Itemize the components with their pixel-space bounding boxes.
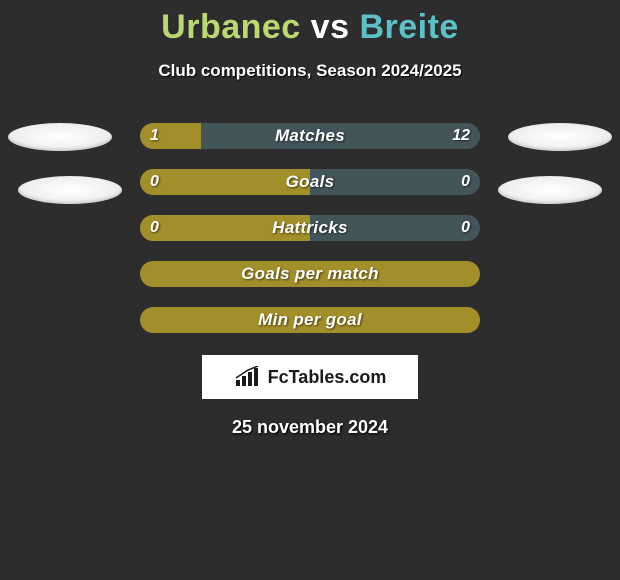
stat-left-value: 0 bbox=[150, 215, 159, 241]
title-player2: Breite bbox=[359, 8, 458, 46]
brand-text: FcTables.com bbox=[268, 367, 387, 388]
stat-right-value: 0 bbox=[461, 215, 470, 241]
stat-row: Matches1 12 bbox=[140, 123, 480, 149]
stat-label: Matches bbox=[140, 123, 480, 149]
stat-label: Hattricks bbox=[140, 215, 480, 241]
player-oval-right bbox=[498, 176, 602, 204]
page-title: Urbanec vs Breite bbox=[0, 0, 620, 47]
stat-label: Goals bbox=[140, 169, 480, 195]
player-oval-left bbox=[18, 176, 122, 204]
brand-badge[interactable]: FcTables.com bbox=[202, 355, 418, 399]
player-oval-left bbox=[8, 123, 112, 151]
stat-row: Min per goal bbox=[140, 307, 480, 333]
stat-left-value: 1 bbox=[150, 123, 159, 149]
player-oval-right bbox=[508, 123, 612, 151]
stat-right-value: 0 bbox=[461, 169, 470, 195]
stat-label: Goals per match bbox=[140, 261, 480, 287]
date-text: 25 november 2024 bbox=[0, 417, 620, 438]
stat-right-value: 12 bbox=[452, 123, 470, 149]
subtitle: Club competitions, Season 2024/2025 bbox=[0, 61, 620, 81]
title-player1: Urbanec bbox=[161, 8, 301, 46]
comparison-bars: Matches112Goals00Hattricks00Goals per ma… bbox=[0, 123, 620, 333]
stat-label: Min per goal bbox=[140, 307, 480, 333]
stat-row: Goals0 0 bbox=[140, 169, 480, 195]
title-vs: vs bbox=[311, 8, 350, 46]
brand-chart-icon bbox=[234, 366, 262, 388]
stat-left-value: 0 bbox=[150, 169, 159, 195]
stat-row: Hattricks0 0 bbox=[140, 215, 480, 241]
stat-row: Goals per match bbox=[140, 261, 480, 287]
